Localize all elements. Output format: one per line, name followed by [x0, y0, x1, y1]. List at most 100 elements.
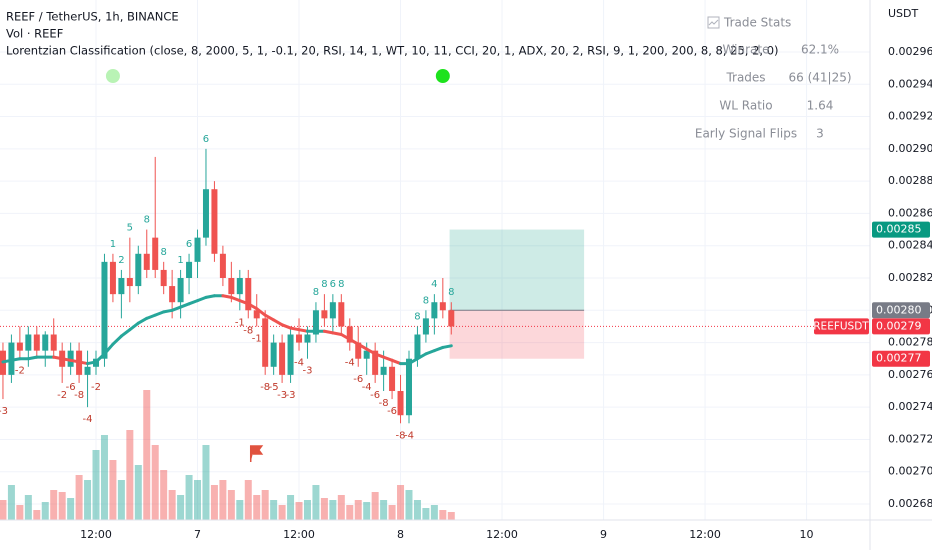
- prediction-label: 8: [160, 247, 166, 258]
- candle-body: [135, 253, 142, 287]
- price-tag: [872, 350, 930, 367]
- candle-body: [118, 278, 125, 295]
- prediction-label: -8: [260, 382, 270, 393]
- x-tick-label: 12:00: [80, 528, 112, 541]
- prediction-label: -8: [74, 390, 84, 401]
- candle-body: [236, 278, 243, 295]
- volume-bar: [270, 500, 278, 520]
- subtitle: Vol · REEF: [6, 27, 63, 41]
- candle-body: [169, 286, 176, 303]
- volume-bar: [244, 480, 252, 520]
- candle-body: [372, 350, 379, 375]
- kernel-line: [432, 345, 445, 353]
- volume-bar: [210, 485, 218, 520]
- volume-bar: [363, 502, 371, 520]
- volume-bar: [371, 492, 379, 520]
- candle-body: [219, 253, 226, 279]
- prediction-label: 4: [431, 279, 437, 290]
- volume-bar: [58, 492, 66, 520]
- symbol-tag: [814, 318, 869, 335]
- kernel-line: [382, 355, 394, 362]
- candle-body: [126, 278, 133, 287]
- candle-body: [202, 189, 209, 238]
- volume-bar: [92, 450, 100, 520]
- kernel-line: [128, 321, 140, 332]
- volume-bar: [41, 502, 49, 520]
- prediction-label: 8: [338, 279, 344, 290]
- volume-bar: [143, 390, 151, 520]
- prediction-label: -8: [396, 430, 406, 441]
- candle-body: [389, 366, 396, 392]
- prediction-label: 8: [448, 287, 454, 298]
- kernel-line: [238, 299, 250, 306]
- kernel-line: [136, 316, 149, 325]
- stats-key: Winrate: [723, 43, 770, 57]
- prediction-label: 6: [330, 279, 336, 290]
- prediction-label: 2: [118, 255, 124, 266]
- price-tag-label: 0.00279: [876, 319, 922, 332]
- prediction-label: 8: [423, 295, 429, 306]
- candle-body: [422, 318, 429, 335]
- prediction-label: -3: [286, 390, 296, 401]
- candle-body: [228, 278, 235, 295]
- y-tick-label: 0.00290: [888, 142, 932, 155]
- prediction-label: -6: [353, 374, 363, 385]
- candle-body: [270, 342, 277, 367]
- volume-bar: [253, 495, 261, 520]
- candle-body: [50, 334, 57, 351]
- candle-body: [380, 366, 387, 375]
- signal-dot: [105, 69, 120, 83]
- kernel-line: [441, 344, 453, 349]
- chart-title: REEF / TetherUS, 1h, BINANCE: [6, 10, 179, 24]
- stats-key: Early Signal Flips: [695, 127, 797, 141]
- kernel-line: [365, 347, 377, 356]
- volume-bar: [312, 485, 320, 520]
- kernel-line: [187, 299, 200, 306]
- volume-bar: [50, 490, 58, 520]
- stats-icon: [707, 16, 720, 29]
- volume-bar: [84, 480, 92, 520]
- prediction-label: -8: [243, 325, 253, 336]
- layer: -3-2-2-6-8-4-212588166-1-8-1-8-5-3-3-4-3…: [0, 69, 870, 520]
- kernel-line: [145, 313, 157, 320]
- candle-body: [42, 334, 49, 351]
- prediction-label: -5: [269, 382, 279, 393]
- candle-body: [338, 302, 345, 327]
- prediction-label: 6: [186, 239, 192, 250]
- prediction-label: -4: [83, 414, 93, 425]
- candle-body: [25, 334, 32, 351]
- candle-body: [186, 261, 193, 279]
- kernel-line: [424, 349, 436, 356]
- prediction-label: 1: [110, 239, 116, 250]
- y-tick-label: 0.00272: [888, 432, 932, 445]
- kernel-line: [170, 305, 183, 312]
- candle-body: [304, 334, 311, 343]
- volume-bar: [219, 480, 227, 520]
- axis-unit: USDT: [888, 7, 919, 20]
- volume-bar: [397, 485, 405, 520]
- prediction-label: -4: [404, 430, 414, 441]
- x-tick-label: 12:00: [689, 528, 721, 541]
- prediction-label: -4: [294, 358, 304, 369]
- kernel-line: [373, 352, 386, 359]
- candle-body: [262, 318, 269, 367]
- volume-bar: [117, 480, 125, 520]
- kernel-line: [272, 318, 284, 327]
- volume-bar: [33, 510, 41, 520]
- volume-bar: [194, 480, 202, 520]
- prediction-label: 8: [144, 215, 150, 226]
- candle-body: [67, 350, 74, 367]
- volume-bar: [0, 500, 7, 520]
- candle-body: [253, 310, 260, 319]
- candle-body: [279, 342, 286, 375]
- prediction-label: -6: [387, 406, 397, 417]
- prediction-label: 8: [321, 279, 327, 290]
- kernel-line: [415, 352, 428, 361]
- y-tick-label: 0.00278: [888, 336, 932, 349]
- y-tick-label: 0.00270: [888, 465, 932, 478]
- x-tick-label: 8: [397, 528, 404, 541]
- volume-bar: [7, 485, 15, 520]
- kernel-line: [263, 313, 276, 322]
- candle-body: [414, 334, 421, 359]
- y-tick-label: 0.00284: [888, 239, 932, 252]
